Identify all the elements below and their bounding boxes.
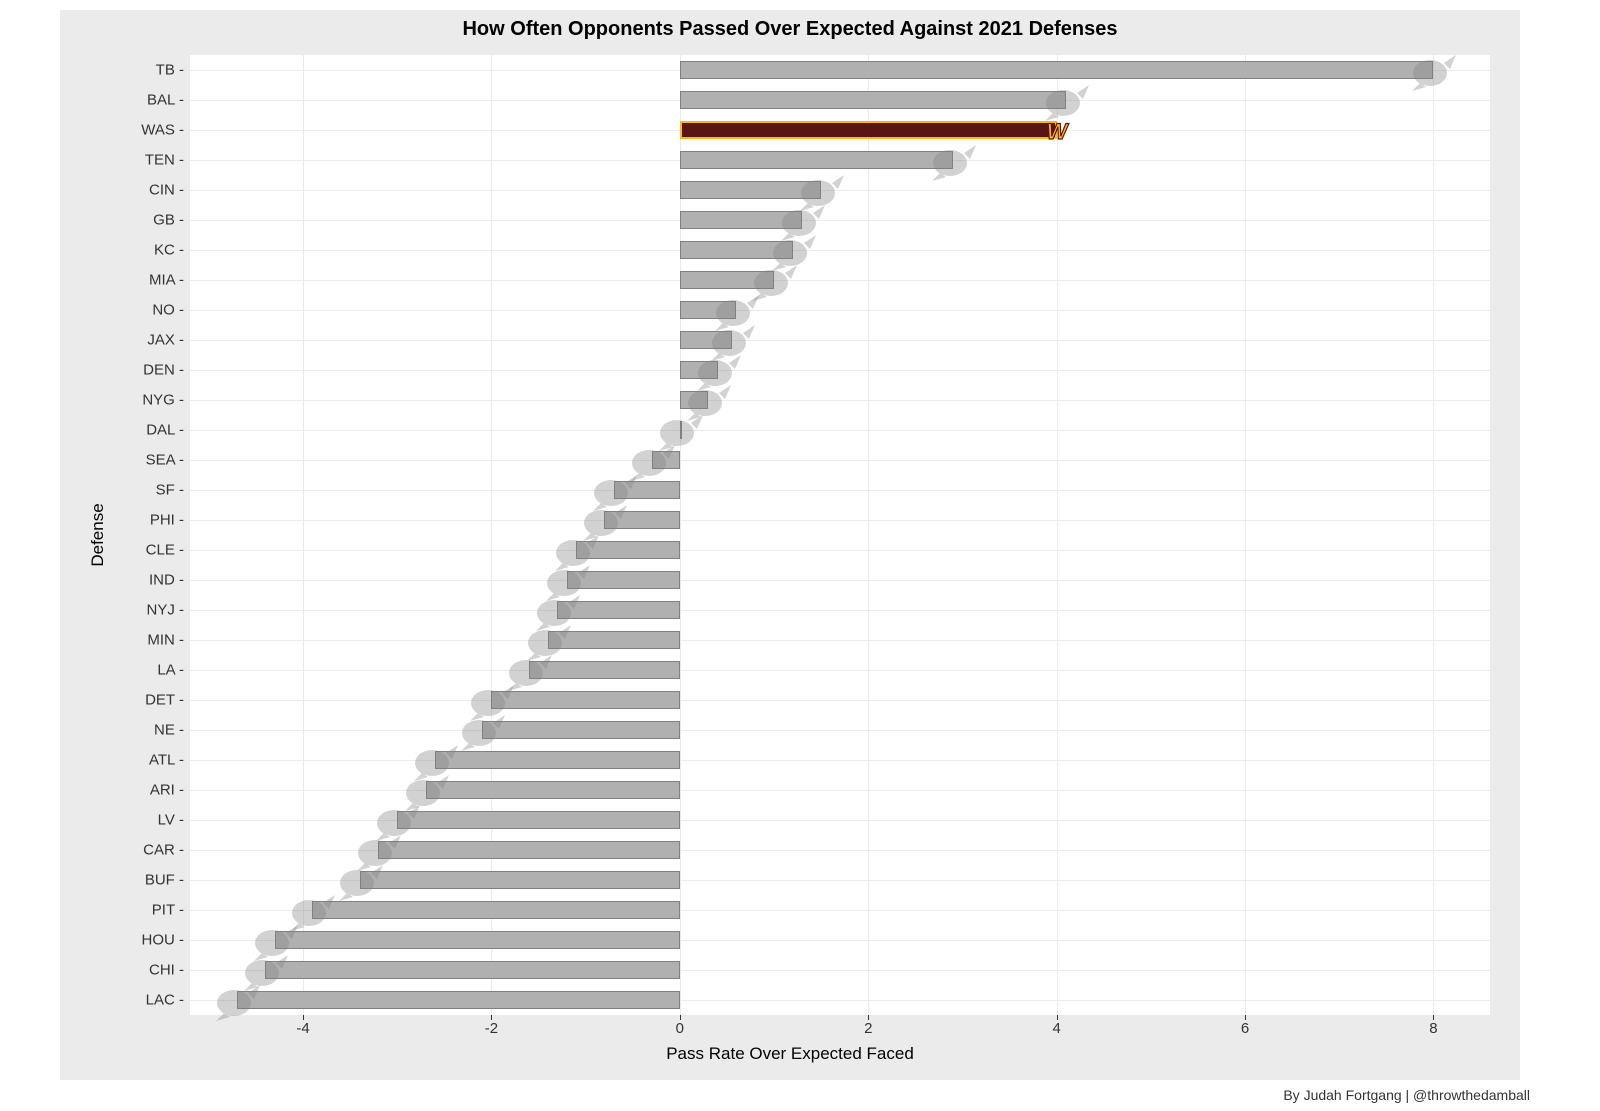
- gridline-vertical: [868, 55, 869, 1015]
- y-tick-label: LAC -: [146, 992, 184, 1009]
- y-tick-label: IND -: [149, 572, 184, 589]
- gridline-horizontal: [190, 520, 1490, 521]
- gridline-vertical: [680, 55, 681, 1015]
- y-tick-label: LA -: [157, 662, 184, 679]
- gridline-horizontal: [190, 490, 1490, 491]
- bar: [426, 781, 680, 799]
- y-tick-label: TB -: [156, 62, 184, 79]
- gridline-vertical: [1057, 55, 1058, 1015]
- bar: [237, 991, 680, 1009]
- y-tick-label: NO -: [152, 302, 184, 319]
- gridline-horizontal: [190, 430, 1490, 431]
- gridline-horizontal: [190, 310, 1490, 311]
- y-tick-label: HOU -: [142, 932, 185, 949]
- x-tick-label: 8: [1429, 1020, 1437, 1037]
- team-logo-icon: [1406, 43, 1460, 97]
- y-tick-label: PHI -: [150, 512, 184, 529]
- y-tick-label: CIN -: [149, 182, 184, 199]
- plot-area: W: [190, 55, 1490, 1015]
- gridline-horizontal: [190, 220, 1490, 221]
- gridline-horizontal: [190, 700, 1490, 701]
- y-tick-label: WAS -: [141, 122, 184, 139]
- y-tick-label: LV -: [158, 812, 184, 829]
- x-tick-label: 4: [1052, 1020, 1060, 1037]
- gridline-horizontal: [190, 400, 1490, 401]
- team-logo-icon: [333, 853, 387, 907]
- x-tick-label: 6: [1241, 1020, 1249, 1037]
- bar: [265, 961, 679, 979]
- bar: [360, 871, 680, 889]
- gridline-horizontal: [190, 730, 1490, 731]
- gridline-horizontal: [190, 280, 1490, 281]
- gridline-horizontal: [190, 340, 1490, 341]
- chart-outer: How Often Opponents Passed Over Expected…: [60, 10, 1520, 1080]
- y-tick-label: CHI -: [149, 962, 184, 979]
- y-tick-label: PIT -: [152, 902, 184, 919]
- y-tick-label: NYG -: [142, 392, 184, 409]
- x-tick-label: 2: [864, 1020, 872, 1037]
- y-tick-label: GB -: [153, 212, 184, 229]
- y-tick-label: MIA -: [149, 272, 184, 289]
- y-tick-label: SF -: [156, 482, 184, 499]
- gridline-horizontal: [190, 580, 1490, 581]
- y-tick-label: MIN -: [147, 632, 184, 649]
- y-tick-label: ATL -: [149, 752, 184, 769]
- gridline-vertical: [303, 55, 304, 1015]
- gridline-vertical: [1245, 55, 1246, 1015]
- gridline-horizontal: [190, 670, 1490, 671]
- gridline-horizontal: [190, 370, 1490, 371]
- gridline-horizontal: [190, 250, 1490, 251]
- y-tick-label: DET -: [145, 692, 184, 709]
- y-tick-label: BAL -: [147, 92, 184, 109]
- gridline-horizontal: [190, 550, 1490, 551]
- x-axis-label: Pass Rate Over Expected Faced: [60, 1044, 1520, 1064]
- y-tick-label: ARI -: [150, 782, 184, 799]
- gridline-horizontal: [190, 790, 1490, 791]
- y-tick-label: NYJ -: [147, 602, 185, 619]
- gridline-horizontal: [190, 640, 1490, 641]
- y-tick-label: CAR -: [143, 842, 184, 859]
- bar: [680, 121, 1057, 139]
- x-tick-label: -4: [296, 1020, 309, 1037]
- team-logo-icon: W: [1030, 103, 1084, 157]
- gridline-horizontal: [190, 760, 1490, 761]
- gridline-horizontal: [190, 460, 1490, 461]
- bar: [680, 91, 1066, 109]
- chart-title: How Often Opponents Passed Over Expected…: [60, 18, 1520, 41]
- y-tick-label: DAL -: [146, 422, 184, 439]
- y-tick-label: BUF -: [145, 872, 184, 889]
- chart-caption: By Judah Fortgang | @throwthedamball: [1283, 1087, 1530, 1103]
- y-tick-label: SEA -: [146, 452, 184, 469]
- team-logo-icon: [926, 133, 980, 187]
- y-tick-label: DEN -: [143, 362, 184, 379]
- x-tick-label: -2: [485, 1020, 498, 1037]
- y-tick-label: KC -: [154, 242, 184, 259]
- team-logo-icon: [210, 973, 264, 1027]
- svg-text:W: W: [1046, 119, 1069, 144]
- y-tick-label: CLE -: [146, 542, 184, 559]
- gridline-vertical: [1433, 55, 1434, 1015]
- x-tick-label: 0: [676, 1020, 684, 1037]
- team-logo-icon: [455, 703, 509, 757]
- y-tick-label: JAX -: [147, 332, 184, 349]
- y-axis-label: Defense: [88, 503, 108, 566]
- y-tick-label: NE -: [154, 722, 184, 739]
- y-tick-label: TEN -: [145, 152, 184, 169]
- gridline-horizontal: [190, 610, 1490, 611]
